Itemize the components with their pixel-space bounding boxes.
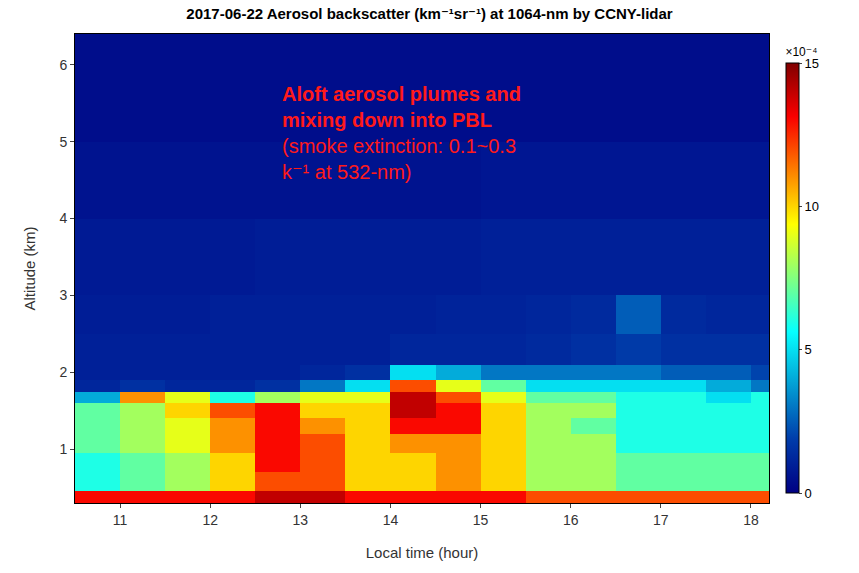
svg-text:Aloft aerosol plumes andmixing: Aloft aerosol plumes andmixing down into… [282, 83, 521, 183]
svg-text:17: 17 [653, 512, 669, 528]
svg-text:5: 5 [59, 134, 67, 150]
svg-text:6: 6 [59, 57, 67, 73]
svg-text:13: 13 [293, 512, 309, 528]
svg-text:12: 12 [202, 512, 218, 528]
svg-text:15: 15 [805, 56, 819, 71]
svg-text:2: 2 [59, 364, 67, 380]
svg-text:4: 4 [59, 210, 67, 226]
svg-text:3: 3 [59, 287, 67, 303]
svg-text:1: 1 [59, 441, 67, 457]
svg-text:14: 14 [383, 512, 399, 528]
svg-text:0: 0 [805, 486, 812, 501]
svg-text:16: 16 [563, 512, 579, 528]
svg-text:×10⁻⁴: ×10⁻⁴ [785, 45, 817, 59]
svg-text:11: 11 [113, 512, 128, 528]
svg-text:5: 5 [805, 342, 812, 357]
svg-text:Local time (hour): Local time (hour) [366, 544, 479, 561]
svg-text:15: 15 [473, 512, 489, 528]
svg-text:2017-06-22 Aerosol backscatter: 2017-06-22 Aerosol backscatter (km⁻¹sr⁻¹… [186, 5, 672, 22]
svg-text:10: 10 [805, 199, 819, 214]
svg-text:18: 18 [743, 512, 759, 528]
svg-text:Altitude (km): Altitude (km) [21, 226, 38, 310]
